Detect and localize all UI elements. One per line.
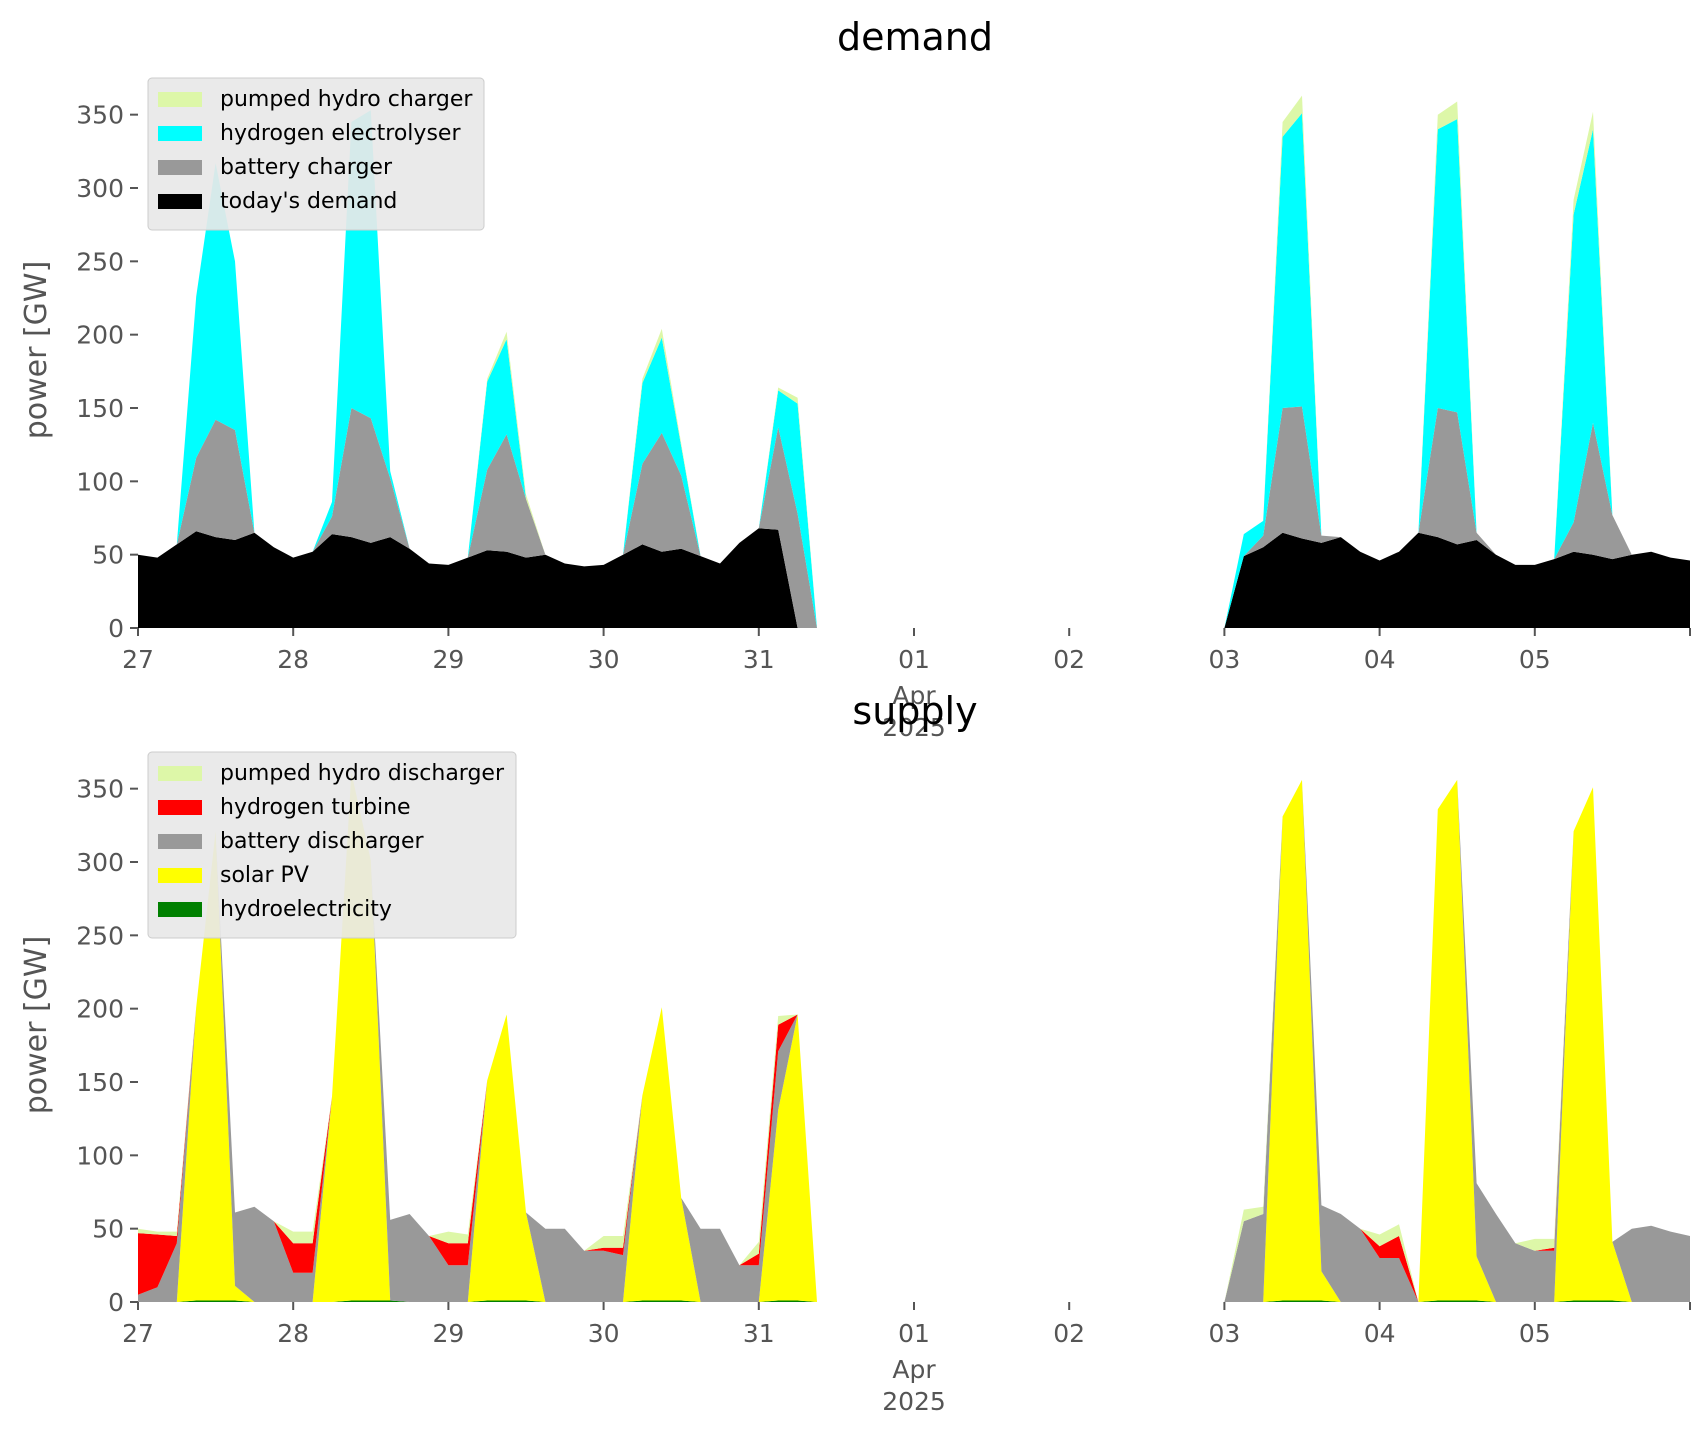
x-tick-label: 01 — [898, 1319, 930, 1348]
x-tick-label: 05 — [1519, 1319, 1551, 1348]
y-tick-label: 350 — [76, 101, 124, 130]
x-tick-label: 01 — [898, 645, 930, 674]
legend-swatch-battery-discharger — [158, 834, 202, 849]
legend-label-solar-pv: solar PV — [220, 863, 309, 888]
x-tick-label: 28 — [277, 1319, 309, 1348]
area-hydroelectricity-1 — [1224, 1300, 1690, 1302]
x-tick-sublabel: 2025 — [882, 1387, 946, 1416]
y-tick-label: 150 — [76, 1068, 124, 1097]
supply-title: supply — [852, 689, 977, 733]
x-tick-sublabel: Apr — [892, 681, 936, 710]
y-tick-label: 250 — [76, 921, 124, 950]
legend-label-hydrogen-electrolyser: hydrogen electrolyser — [220, 121, 461, 146]
legend-swatch-today-s-demand — [158, 194, 202, 209]
legend-label-hydroelectricity: hydroelectricity — [220, 897, 392, 922]
x-tick-label: 27 — [122, 1319, 154, 1348]
demand-legend: pumped hydro charger hydrogen electrolyse… — [147, 77, 485, 231]
x-tick-label: 05 — [1519, 645, 1551, 674]
legend-label-battery-discharger: battery discharger — [220, 829, 425, 854]
x-tick-label: 04 — [1364, 645, 1396, 674]
x-tick-label: 04 — [1364, 1319, 1396, 1348]
x-tick-label: 27 — [122, 645, 154, 674]
demand-stacked-areas — [138, 95, 1690, 629]
demand-x-ticks: 27 28 29 30 31 01 Apr 2025 02 03 04 05 — [122, 628, 1691, 742]
area-solar-pv-0 — [138, 772, 817, 1302]
x-tick-label: 02 — [1053, 1319, 1085, 1348]
supply-legend: pumped hydro discharger hydrogen turbine b… — [147, 751, 517, 939]
x-tick-label: 31 — [743, 645, 775, 674]
x-tick-label: 30 — [588, 1319, 620, 1348]
y-tick-label: 200 — [76, 995, 124, 1024]
area-solar-pv-1 — [1224, 779, 1690, 1302]
legend-swatch-hydrogen-turbine — [158, 800, 202, 815]
area-today-s-demand-0 — [138, 528, 798, 628]
demand-y-ticks: 0 50 100 150 200 250 300 350 — [76, 101, 138, 643]
y-tick-label: 100 — [76, 467, 124, 496]
y-tick-label: 200 — [76, 321, 124, 350]
legend-label-pumped-hydro-charger: pumped hydro charger — [220, 87, 473, 112]
x-tick-label: 30 — [588, 645, 620, 674]
x-tick-label: 03 — [1208, 645, 1240, 674]
y-tick-label: 0 — [108, 1288, 124, 1317]
legend-swatch-pumped-hydro-discharger — [158, 766, 202, 781]
x-tick-label: 03 — [1208, 1319, 1240, 1348]
y-tick-label: 50 — [92, 1215, 124, 1244]
supply-y-axis-label: power [GW] — [19, 936, 54, 1115]
area-battery-discharger-1 — [1224, 779, 1690, 1302]
supply-stacked-areas — [138, 772, 1690, 1302]
legend-swatch-pumped-hydro-charger — [158, 92, 202, 107]
y-tick-label: 350 — [76, 775, 124, 804]
area-battery-charger-1 — [1224, 406, 1690, 628]
y-tick-label: 150 — [76, 394, 124, 423]
legend-box — [147, 77, 485, 231]
y-tick-label: 300 — [76, 174, 124, 203]
legend-swatch-battery-charger — [158, 160, 202, 175]
legend-label-battery-charger: battery charger — [220, 155, 393, 180]
demand-y-axis-label: power [GW] — [19, 261, 54, 440]
supply-panel: supply power [GW] 050100150200250300350 … — [19, 689, 1691, 1416]
x-tick-sublabel: 2025 — [882, 713, 946, 742]
supply-y-ticks: 0 50 100 150 200 250 300 350 — [76, 775, 138, 1317]
area-today-s-demand-1 — [1224, 532, 1690, 628]
x-tick-label: 31 — [743, 1319, 775, 1348]
legend-swatch-hydroelectricity — [158, 902, 202, 917]
x-tick-label: 29 — [432, 645, 464, 674]
y-tick-label: 0 — [108, 614, 124, 643]
y-tick-label: 50 — [92, 541, 124, 570]
legend-box — [147, 751, 517, 939]
y-tick-label: 250 — [76, 247, 124, 276]
legend-swatch-solar-pv — [158, 868, 202, 883]
area-hydrogen-electrolyser-1 — [1224, 113, 1690, 628]
x-tick-sublabel: Apr — [892, 1355, 936, 1384]
y-tick-label: 100 — [76, 1141, 124, 1170]
x-tick-label: 02 — [1053, 645, 1085, 674]
legend-swatch-hydrogen-electrolyser — [158, 126, 202, 141]
legend-label-hydrogen-turbine: hydrogen turbine — [220, 795, 411, 820]
x-tick-label: 28 — [277, 645, 309, 674]
supply-x-ticks: 27 28 29 30 31 01 Apr 2025 02 03 04 05 — [122, 1302, 1691, 1416]
legend-label-today-s-demand: today's demand — [220, 189, 397, 214]
area-battery-charger-0 — [138, 408, 817, 628]
y-tick-label: 300 — [76, 848, 124, 877]
legend-label-pumped-hydro-discharger: pumped hydro discharger — [220, 761, 505, 786]
demand-panel: demand power [GW] 050100150200250300350 … — [19, 15, 1691, 742]
demand-title: demand — [837, 15, 993, 59]
x-tick-label: 29 — [432, 1319, 464, 1348]
